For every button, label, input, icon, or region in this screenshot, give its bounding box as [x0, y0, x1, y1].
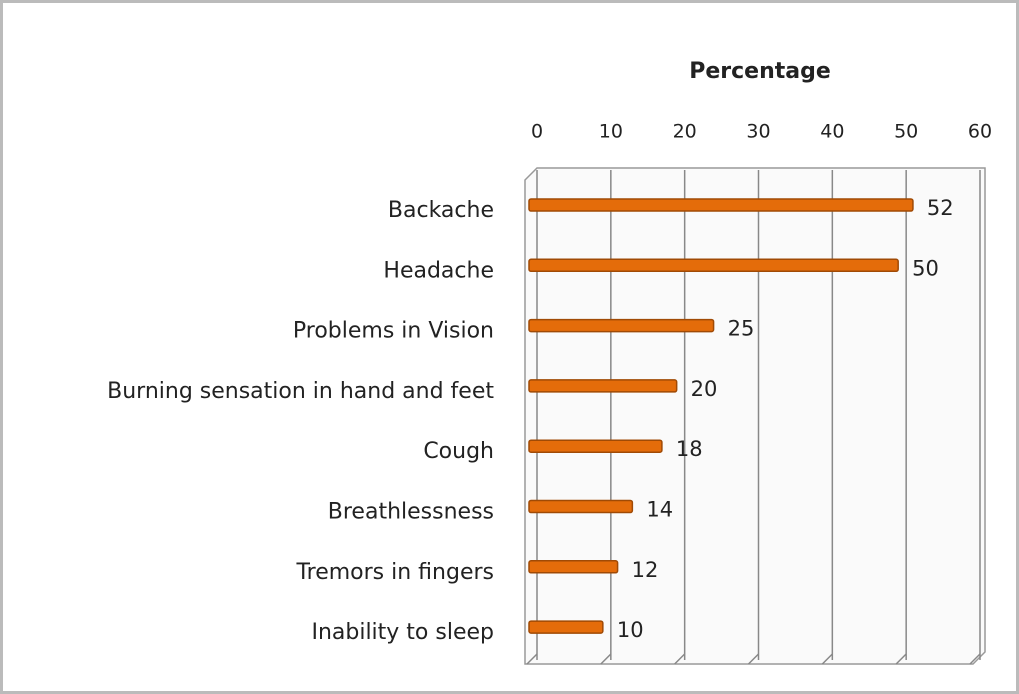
x-tick-label: 0	[531, 121, 543, 143]
y-tick-label: Breathlessness	[328, 500, 494, 525]
grid-line	[674, 653, 686, 665]
bar	[528, 258, 899, 273]
x-tick-label: 40	[820, 121, 844, 143]
x-tick-label: 50	[894, 121, 918, 143]
y-tick-label: Cough	[423, 439, 494, 464]
value-label: 18	[676, 437, 703, 461]
value-label: 25	[728, 317, 755, 341]
bar	[528, 318, 715, 333]
grid-line	[600, 653, 612, 665]
bar	[528, 379, 678, 393]
value-label: 50	[912, 256, 939, 280]
grid-line	[895, 653, 907, 665]
bar	[528, 198, 914, 212]
x-tick-label: 20	[673, 121, 697, 143]
plot-area	[524, 167, 986, 665]
chart-title: Percentage	[689, 59, 831, 84]
y-tick-label: Headache	[383, 258, 494, 283]
value-label: 20	[691, 377, 718, 401]
bar	[528, 560, 619, 574]
y-tick-label: Tremors in fingers	[295, 560, 494, 585]
y-tick-label: Burning sensation in hand and feet	[107, 379, 494, 404]
x-tick-label: 60	[968, 121, 992, 143]
bar	[528, 439, 663, 453]
value-label: 14	[646, 498, 673, 522]
x-tick-label: 10	[599, 121, 623, 143]
bar	[528, 620, 604, 634]
y-tick-label: Backache	[388, 198, 494, 223]
value-label: 52	[927, 196, 954, 220]
grid-line	[747, 653, 760, 665]
y-tick-label: Problems in Vision	[293, 319, 494, 344]
y-tick-label: Inability to sleep	[311, 620, 494, 645]
value-label: 12	[632, 558, 659, 582]
grid-line	[526, 653, 538, 665]
grid-line	[821, 653, 833, 665]
x-tick-label: 30	[746, 121, 770, 143]
bar	[528, 499, 634, 514]
value-label: 10	[617, 618, 644, 642]
grid-line	[969, 653, 981, 665]
